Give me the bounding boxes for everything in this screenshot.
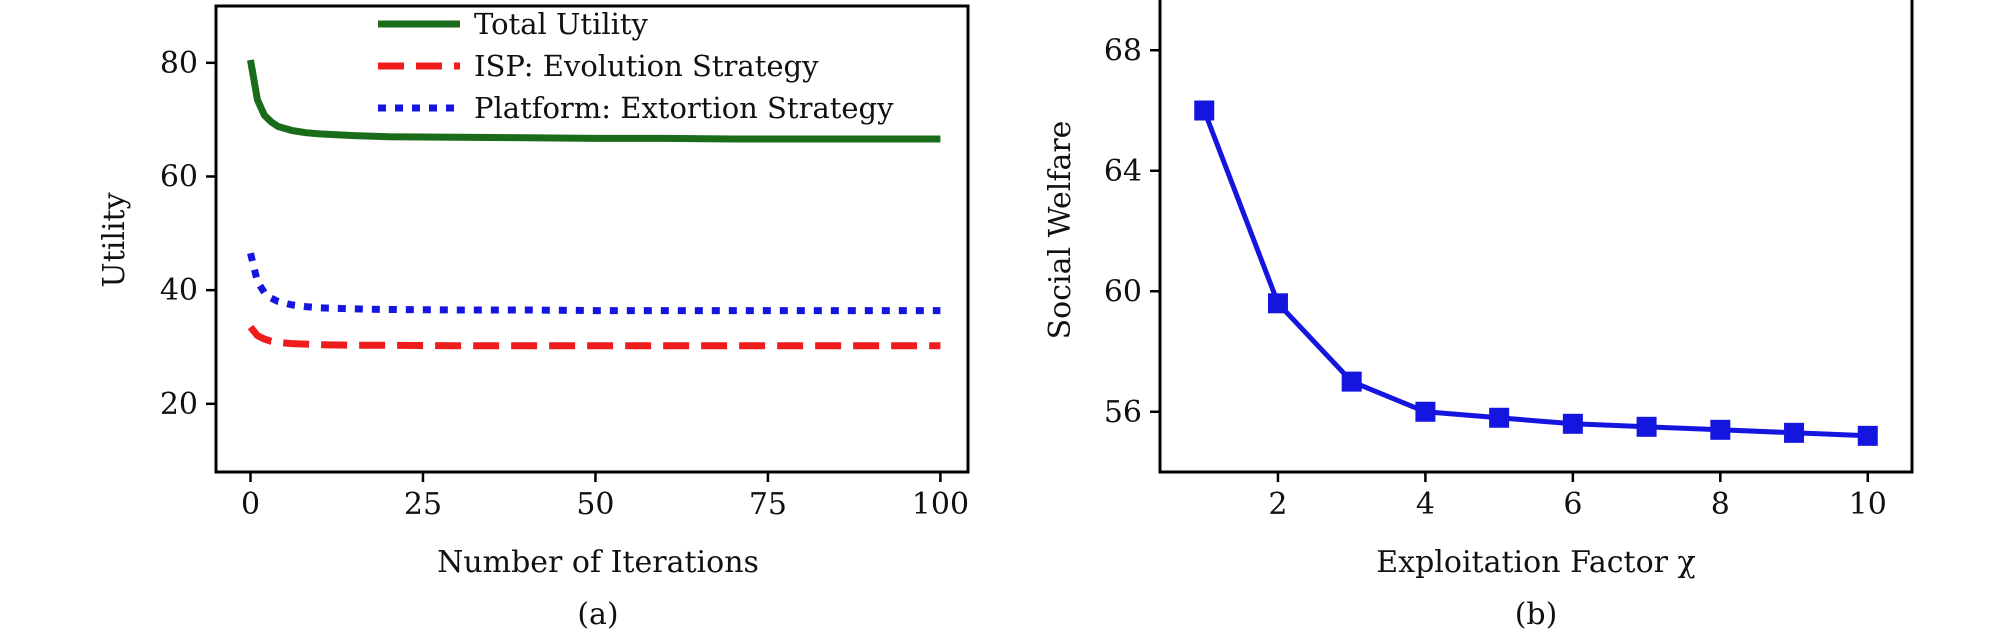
panel-b-y-axis-label: Social Welfare xyxy=(1043,121,1078,340)
panel-b-data-point-marker xyxy=(1267,293,1288,314)
panel-a-y-tick-label: 20 xyxy=(160,387,198,422)
panel-a-x-tick-label: 50 xyxy=(576,487,614,522)
panel-a-y-tick-label: 80 xyxy=(160,46,198,81)
panel-b-x-axis-label: Exploitation Factor χ xyxy=(1376,545,1695,580)
panel-a-y-tick-label: 60 xyxy=(160,159,198,194)
panel-b-data-point-marker xyxy=(1415,401,1436,422)
panel-b-caption: (b) xyxy=(1515,597,1558,632)
panel-a-series-line-2 xyxy=(247,252,941,315)
panel-b-x-tick-label: 6 xyxy=(1563,487,1582,522)
panel-b-y-tick-label: 64 xyxy=(1104,154,1142,189)
panel-b-series-layer xyxy=(1194,100,1878,446)
panel-a-x-tick-label: 75 xyxy=(749,487,787,522)
panel-a-x-axis-label: Number of Iterations xyxy=(437,545,759,580)
panel-b-data-point-marker xyxy=(1784,422,1805,443)
panel-b-series-line-0 xyxy=(1201,109,1868,439)
legend-label-2: Platform: Extortion Strategy xyxy=(474,91,894,125)
panel-a-legend: Total Utility ISP: Evolution Strategy Plat… xyxy=(378,7,894,125)
panel-b-data-point-marker xyxy=(1194,100,1215,121)
panel-a-ticks: 0 25 50 75 100 20 40 60 80 xyxy=(160,46,969,522)
panel-a-y-tick-label: 40 xyxy=(160,273,198,308)
legend-label-0: Total Utility xyxy=(474,7,649,41)
panel-b-x-tick-label: 2 xyxy=(1268,487,1287,522)
panel-a-series-line-0 xyxy=(247,59,941,143)
legend-label-1: ISP: Evolution Strategy xyxy=(474,49,819,83)
panel-b-x-tick-label: 10 xyxy=(1849,487,1887,522)
panel-b-plot-frame xyxy=(1158,0,1914,474)
panel-b-x-tick-label: 4 xyxy=(1416,487,1435,522)
panel-a-x-tick-label: 0 xyxy=(241,487,260,522)
panel-b-data-point-marker xyxy=(1857,425,1878,446)
panel-b-data-point-marker xyxy=(1636,416,1657,437)
panel-a-caption: (a) xyxy=(577,597,618,632)
panel-a-series-line-1 xyxy=(247,324,941,350)
panel-b-data-point-marker xyxy=(1489,407,1510,428)
panel-a-series-layer xyxy=(247,59,941,350)
panel-a-plot-frame xyxy=(214,4,970,474)
panel-b-data-point-marker xyxy=(1341,371,1362,392)
panel-b-y-tick-label: 60 xyxy=(1104,274,1142,309)
panel-b-data-point-marker xyxy=(1710,419,1731,440)
panel-b-data-point-marker xyxy=(1562,413,1583,434)
panel-b-y-tick-label: 68 xyxy=(1104,33,1142,68)
panel-b-x-tick-label: 8 xyxy=(1711,487,1730,522)
panel-a-x-tick-label: 100 xyxy=(912,487,969,522)
panel-b-y-tick-label: 56 xyxy=(1104,395,1142,430)
panel-a-x-tick-label: 25 xyxy=(404,487,442,522)
panel-a-y-axis-label: Utility xyxy=(97,192,132,287)
panel-a-utility-chart: 0 25 50 75 100 20 40 60 80 Total Utility ISP: Evo… xyxy=(97,4,970,632)
